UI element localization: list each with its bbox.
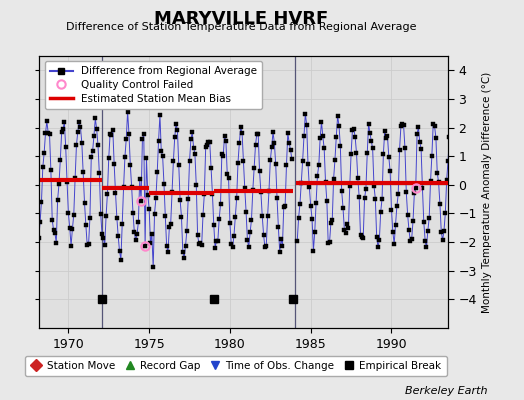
Y-axis label: Monthly Temperature Anomaly Difference (°C): Monthly Temperature Anomaly Difference (… (483, 71, 493, 313)
Text: Berkeley Earth: Berkeley Earth (405, 386, 487, 396)
Text: MARYVILLE HVRF: MARYVILLE HVRF (154, 10, 328, 28)
Text: Difference of Station Temperature Data from Regional Average: Difference of Station Temperature Data f… (66, 22, 416, 32)
Legend: Station Move, Record Gap, Time of Obs. Change, Empirical Break: Station Move, Record Gap, Time of Obs. C… (25, 356, 447, 376)
Legend: Difference from Regional Average, Quality Control Failed, Estimated Station Mean: Difference from Regional Average, Qualit… (45, 61, 262, 109)
